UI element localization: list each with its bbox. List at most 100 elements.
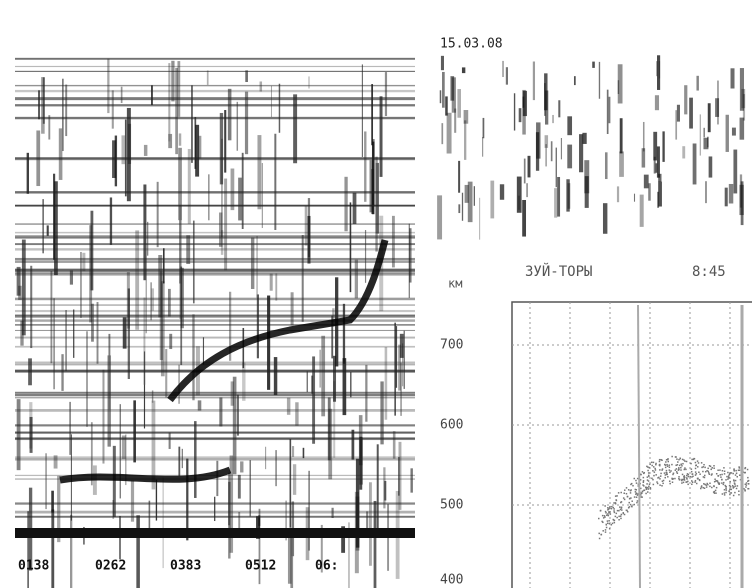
texture-stroke xyxy=(21,239,26,336)
texture-stroke xyxy=(278,83,281,133)
texture-stroke xyxy=(270,85,272,118)
trace-dot xyxy=(729,472,731,475)
strip-stroke xyxy=(522,199,527,237)
trace-dot xyxy=(629,497,631,500)
trace-dot xyxy=(714,489,717,492)
station-name: ЗУЙ-ТОРЫ xyxy=(525,262,592,280)
trace-dot xyxy=(605,514,608,516)
trace-dot xyxy=(661,469,663,471)
texture-stroke xyxy=(371,84,374,146)
trace-dot xyxy=(683,478,685,480)
texture-stroke xyxy=(245,70,248,83)
trace-dot xyxy=(640,496,642,498)
trace-dot xyxy=(735,472,738,475)
strip-stroke xyxy=(518,108,522,123)
strip-stroke xyxy=(739,68,745,111)
texture-stroke xyxy=(127,288,130,379)
texture-stroke xyxy=(380,381,384,445)
trace-dot xyxy=(743,488,745,490)
strip-stroke xyxy=(579,134,584,173)
trace-dot xyxy=(725,479,727,481)
trace-dot xyxy=(682,481,685,484)
trace-dot xyxy=(622,497,625,499)
texture-stroke xyxy=(162,248,165,284)
trace-dot xyxy=(608,507,611,509)
trace-dot xyxy=(598,537,601,540)
texture-stroke xyxy=(45,453,47,510)
strip-stroke xyxy=(684,85,688,115)
trace-dot xyxy=(694,461,697,464)
trace-dot xyxy=(686,474,688,477)
strip-stroke xyxy=(592,61,595,68)
texture-band xyxy=(15,456,415,458)
trace-dot xyxy=(678,478,681,481)
strip-stroke xyxy=(505,67,508,85)
strip-stroke xyxy=(604,152,608,180)
strip-stroke xyxy=(567,144,573,169)
texture-band xyxy=(15,235,415,238)
texture-stroke xyxy=(238,177,242,221)
trace-dot xyxy=(691,476,693,478)
trace-dot xyxy=(613,519,616,522)
strip-stroke xyxy=(653,131,658,161)
trace-dot xyxy=(619,508,622,511)
strip-stroke xyxy=(532,61,536,101)
texture-stroke xyxy=(29,416,33,453)
trace-dot xyxy=(616,509,619,512)
trace-dot xyxy=(690,462,692,465)
trace-dot xyxy=(678,458,680,461)
trace-dot xyxy=(630,497,632,499)
trace-dot xyxy=(738,467,741,469)
trace-dot xyxy=(616,516,618,519)
trace-dot xyxy=(710,468,712,471)
strip-stroke xyxy=(499,184,505,200)
texture-stroke xyxy=(306,371,308,393)
texture-stroke xyxy=(178,446,181,476)
strip-stroke xyxy=(441,123,444,145)
trace-dot xyxy=(717,481,719,484)
trace-dot xyxy=(647,491,649,493)
texture-stroke xyxy=(373,500,377,588)
strip-stroke xyxy=(657,191,660,208)
texture-stroke xyxy=(65,310,67,372)
trace-dot xyxy=(695,464,698,466)
trace-dot xyxy=(696,466,699,468)
texture-stroke xyxy=(130,480,135,522)
trace-dot xyxy=(744,466,747,469)
texture-stroke xyxy=(143,144,148,156)
trace-dot xyxy=(747,487,750,490)
trace-dot xyxy=(652,466,655,468)
texture-stroke xyxy=(178,147,182,221)
trace-dot xyxy=(685,468,687,471)
strip-stroke xyxy=(728,183,734,204)
texture-stroke xyxy=(16,399,21,471)
trace-dot xyxy=(642,480,645,482)
texture-stroke xyxy=(69,401,71,455)
trace-dot xyxy=(691,480,693,482)
strip-stroke xyxy=(535,132,540,171)
trace-dot xyxy=(613,508,615,510)
strip-stroke xyxy=(633,193,636,202)
trace-dot xyxy=(713,480,716,483)
trace-dot xyxy=(657,477,659,479)
trace-dot xyxy=(694,481,696,483)
trace-dot xyxy=(664,474,667,476)
trace-dot xyxy=(650,461,653,464)
trace-dot xyxy=(623,492,625,495)
texture-band xyxy=(15,273,415,276)
trace-dot xyxy=(732,479,735,481)
trace-dot xyxy=(610,507,613,510)
trace-dot xyxy=(651,464,653,467)
trace-dot xyxy=(640,487,642,490)
trace-dot xyxy=(708,473,711,475)
trace-dot xyxy=(729,480,731,483)
strip-stroke xyxy=(662,131,665,162)
trace-dot xyxy=(608,511,610,514)
trace-dot xyxy=(703,476,706,479)
texture-band xyxy=(15,315,415,318)
trace-dot xyxy=(613,502,615,504)
trace-dot xyxy=(611,505,613,508)
trace-dot xyxy=(683,476,685,478)
trace-dot xyxy=(626,509,628,512)
texture-stroke xyxy=(351,429,355,460)
